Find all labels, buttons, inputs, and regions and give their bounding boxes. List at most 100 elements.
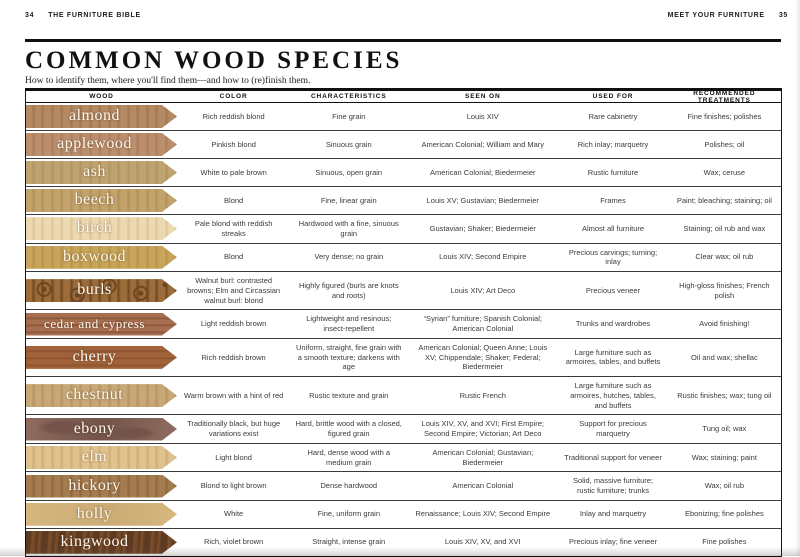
table-row: applewood Pinkish blond Sinuous grain Am…	[26, 131, 781, 159]
wood-name: hickory	[68, 476, 121, 494]
treatments-cell: Fine finishes; polishes	[687, 111, 762, 121]
wood-cell: holly	[26, 501, 177, 528]
color-cell: Rich reddish brown	[201, 352, 266, 362]
used-for-cell: Solid, massive furniture; rustic furnitu…	[572, 476, 654, 495]
wood-table-body: almond Rich reddish blond Fine grain Lou…	[26, 103, 781, 556]
wood-swatch-image: holly	[26, 503, 177, 526]
table-row: holly White Fine, uniform grain Renaissa…	[26, 500, 781, 529]
seen-on-cell: “Syrian” furniture; Spanish Colonial; Am…	[423, 314, 542, 333]
seen-on-cell: Renaissance; Louis XIV; Second Empire	[415, 509, 551, 519]
used-for-cell: Almost all furniture	[581, 223, 645, 233]
characteristics-cell: Sinuous grain	[325, 139, 372, 149]
characteristics-cell: Fine, linear grain	[320, 195, 377, 205]
table-row: birch Pale blond with reddish streaks Ha…	[26, 215, 781, 244]
running-head-right: MEET YOUR FURNITURE 35	[668, 12, 788, 19]
running-head-left: 34 THE FURNITURE BIBLE	[25, 12, 141, 19]
seen-on-cell: American Colonial; William and Mary	[421, 139, 545, 149]
treatments-cell: Clear wax; oil rub	[695, 252, 754, 262]
wood-swatch-image: kingwood	[26, 531, 177, 554]
wood-swatch-image: hickory	[26, 475, 177, 498]
treatments-cell: Avoid finishing!	[699, 319, 750, 329]
wood-cell: birch	[26, 215, 177, 243]
wood-swatch-image: boxwood	[26, 246, 177, 269]
color-cell: Rich, violet brown	[204, 537, 264, 547]
seen-on-cell: American Colonial; Gustavian; Biedermeie…	[432, 447, 534, 467]
table-row: beech Blond Fine, linear grain Louis XV;…	[26, 187, 781, 215]
wood-name: cherry	[72, 347, 117, 365]
color-cell: Blond	[224, 252, 244, 262]
column-header-recommended-treatments: RECOMMENDED TREATMENTS	[693, 89, 756, 104]
seen-on-cell: Gustavian; Shaker; Biedermeier	[429, 223, 536, 233]
used-for-cell: Support for precious marquetry	[579, 419, 647, 438]
wood-cell: elm	[26, 444, 177, 472]
wood-swatch-image: cherry	[26, 346, 177, 369]
color-cell: White to pale brown	[200, 167, 267, 177]
wood-cell: applewood	[26, 131, 177, 158]
treatments-cell: Rustic finishes; wax; tung oil	[677, 390, 772, 400]
table-row: burls Walnut burl: contrasted browns; El…	[26, 272, 781, 311]
color-cell: Traditionally black, but huge variations…	[187, 419, 281, 438]
characteristics-cell: Very dense; no grain	[314, 252, 384, 262]
table-row: ash White to pale brown Sinuous, open gr…	[26, 159, 781, 187]
table-row: chestnut Warm brown with a hint of red R…	[26, 377, 781, 416]
wood-species-table: WOOD COLOR CHARACTERISTICS SEEN ON USED …	[25, 88, 782, 557]
color-cell: Light reddish brown	[200, 319, 267, 329]
color-cell: Light blond	[215, 452, 252, 462]
right-running-title: MEET YOUR FURNITURE	[667, 12, 765, 19]
wood-swatch-image: applewood	[26, 133, 177, 156]
wood-swatch-image: cedar and cypress	[26, 313, 177, 336]
wood-swatch-image: almond	[26, 105, 177, 128]
wood-name: beech	[74, 191, 115, 209]
characteristics-cell: Dense hardwood	[320, 481, 378, 491]
seen-on-cell: Louis XIV; Art Deco	[450, 285, 516, 295]
wood-swatch-image: ebony	[26, 418, 177, 441]
used-for-cell: Inlay and marquetry	[579, 509, 647, 519]
characteristics-cell: Uniform, straight, fine grain with a smo…	[296, 342, 402, 372]
seen-on-cell: American Colonial; Biedermeier	[430, 167, 536, 177]
characteristics-cell: Hard, brittle wood with a closed, figure…	[295, 419, 402, 438]
wood-name: applewood	[57, 135, 132, 153]
seen-on-cell: Louis XIV	[466, 111, 499, 121]
wood-name: chestnut	[65, 386, 124, 404]
table-row: cherry Rich reddish brown Uniform, strai…	[26, 338, 781, 377]
column-header-seen-on: SEEN ON	[464, 93, 501, 100]
wood-swatch-image: elm	[26, 446, 177, 469]
table-row: almond Rich reddish blond Fine grain Lou…	[26, 103, 781, 131]
wood-swatch-image: chestnut	[26, 384, 177, 407]
wood-name: cedar and cypress	[44, 315, 145, 331]
wood-name: holly	[76, 504, 113, 522]
table-header-row: WOOD COLOR CHARACTERISTICS SEEN ON USED …	[26, 88, 781, 104]
column-header-characteristics: CHARACTERISTICS	[310, 93, 387, 100]
wood-cell: ash	[26, 159, 177, 186]
wood-cell: hickory	[26, 472, 177, 500]
table-row: kingwood Rich, violet brown Straight, in…	[26, 528, 781, 556]
treatments-cell: Ebonizing; fine polishes	[684, 509, 764, 519]
treatments-cell: Polishes; oil	[704, 139, 745, 149]
column-header-wood: WOOD	[89, 93, 114, 100]
color-cell: Warm brown with a hint of red	[183, 390, 284, 400]
wood-name: almond	[69, 107, 120, 125]
characteristics-cell: Lightweight and resinous; insect-repelle…	[306, 314, 392, 333]
used-for-cell: Rare cabinetry	[588, 111, 638, 121]
right-page-number: 35	[778, 12, 788, 19]
used-for-cell: Precious carvings; turning; inlay	[568, 247, 658, 267]
table-row: boxwood Blond Very dense; no grain Louis…	[26, 243, 781, 272]
used-for-cell: Precious veneer	[585, 285, 641, 295]
page-edge-shadow-right	[795, 0, 800, 556]
treatments-cell: Oil and wax; shellac	[691, 352, 758, 362]
used-for-cell: Rich inlay; marquetry	[577, 139, 649, 149]
characteristics-cell: Hard, dense wood with a medium grain	[307, 447, 391, 467]
wood-name: boxwood	[62, 247, 127, 265]
wood-cell: ebony	[26, 415, 177, 443]
column-header-color: COLOR	[219, 93, 248, 100]
treatments-cell: Wax; staining; paint	[691, 452, 757, 462]
wood-cell: almond	[26, 103, 177, 130]
characteristics-cell: Sinuous, open grain	[315, 167, 383, 177]
column-header-used-for: USED FOR	[592, 93, 634, 100]
wood-cell: beech	[26, 187, 177, 214]
wood-cell: boxwood	[26, 244, 177, 272]
seen-on-cell: Louis XIV; Second Empire	[439, 252, 527, 262]
wood-cell: cherry	[26, 339, 177, 376]
wood-name: burls	[77, 281, 112, 299]
wood-name: kingwood	[60, 532, 129, 550]
